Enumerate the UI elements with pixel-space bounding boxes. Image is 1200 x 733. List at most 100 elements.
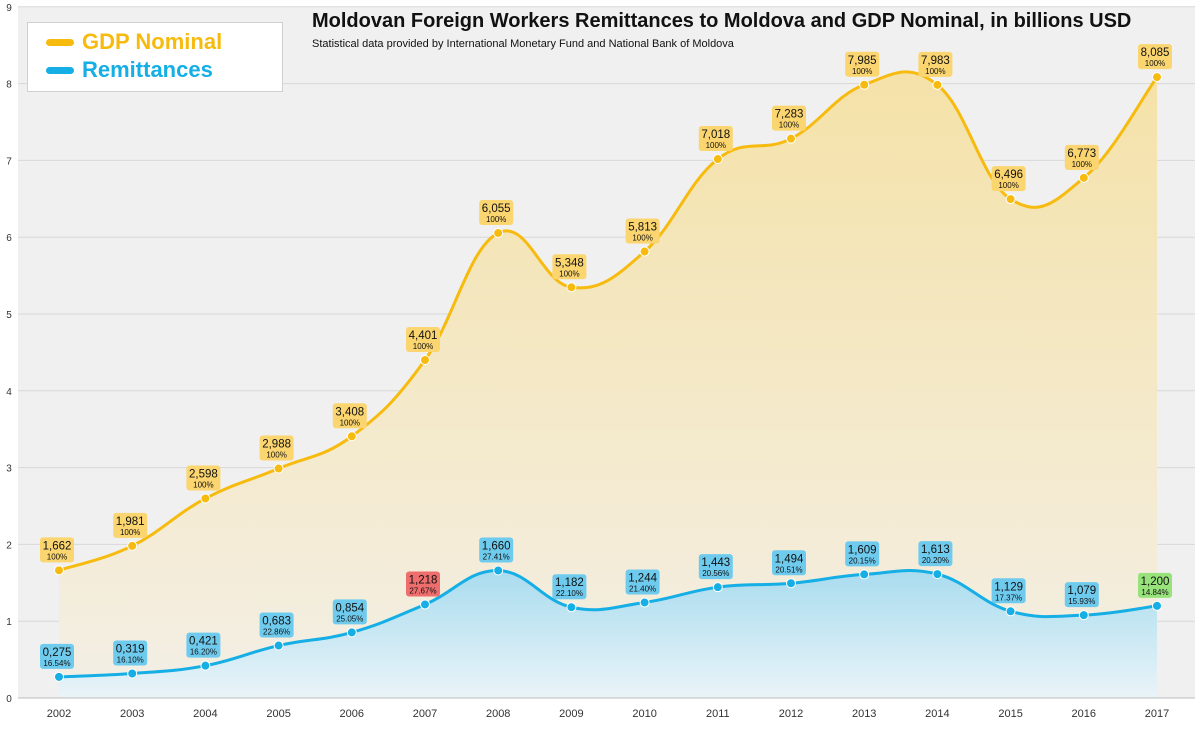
gdp-data-label-box (40, 537, 74, 563)
remittances-point (346, 627, 357, 638)
remittances-data-label-value: 0,319 (116, 644, 145, 656)
gdp-data-label-box (259, 435, 294, 461)
remittances-point (566, 602, 577, 613)
gdp-data-label-pct: 100% (706, 141, 726, 150)
remittances-point (54, 671, 64, 682)
remittances-area (59, 570, 1157, 698)
remittances-point (639, 597, 650, 608)
chart-title: Moldovan Foreign Workers Remittances to … (312, 10, 1132, 32)
legend-label-remittances: Remittances (82, 57, 213, 82)
gdp-data-label-value: 3,408 (335, 406, 364, 418)
legend-swatch-remittances (46, 66, 74, 74)
gdp-data-label-value: 5,348 (555, 257, 584, 269)
gdp-data-label-value: 7,985 (848, 55, 877, 67)
remittances-data-label-pct: 15.93% (1068, 597, 1095, 606)
remittances-point (712, 582, 723, 593)
gdp-line (58, 70, 1159, 572)
remittances-data-label-value: 1,079 (1067, 585, 1096, 597)
remittances-data-label-pct: 17.37% (995, 593, 1022, 602)
remittances-data-label-value: 0,275 (43, 647, 72, 659)
gdp-data-label-value: 6,496 (994, 169, 1023, 181)
legend-item-remittances[interactable]: Remittances (46, 57, 213, 83)
gdp-point (420, 355, 430, 366)
y-tick-label: 5 (6, 310, 12, 321)
gdp-data-label-value: 6,773 (1067, 148, 1096, 160)
legend-label-gdp: GDP Nominal (82, 29, 223, 54)
remittances-data-label-pct: 27.41% (483, 553, 510, 562)
gdp-data-label-pct: 100% (1072, 160, 1092, 169)
x-tick-label: 2007 (413, 708, 437, 720)
remittances-data-label-box (332, 599, 367, 625)
gdp-data-label-value: 2,988 (262, 439, 291, 451)
remittances-point (273, 640, 284, 651)
remittances-data-label-box (40, 643, 74, 669)
y-tick-label: 1 (6, 617, 12, 628)
x-tick-label: 2004 (193, 708, 217, 720)
remittances-data-label-box (991, 578, 1026, 604)
remittances-data-label-box (625, 569, 660, 595)
gdp-data-label-box (845, 51, 880, 77)
remittances-data-label-pct: 20.15% (849, 556, 876, 565)
remittances-data-label-pct: 20.56% (702, 569, 729, 578)
x-tick-label: 2014 (925, 708, 949, 720)
remittances-point (859, 569, 870, 580)
x-tick-label: 2015 (998, 708, 1022, 720)
remittances-data-label-value: 1,244 (628, 572, 657, 584)
remittances-data-label-box (845, 541, 880, 567)
gdp-data-label-pct: 100% (559, 269, 579, 278)
gdp-data-label-box (186, 465, 221, 491)
remittances-point (420, 599, 430, 610)
gdp-point (127, 540, 138, 551)
x-tick-label: 2013 (852, 708, 876, 720)
gdp-data-label-pct: 100% (266, 451, 286, 460)
gdp-point (1152, 72, 1162, 83)
y-tick-label: 6 (6, 233, 12, 244)
remittances-data-label-pct: 27.67% (409, 586, 436, 595)
legend-swatch-gdp (46, 38, 74, 46)
gdp-data-label-pct: 100% (1145, 59, 1165, 68)
gdp-data-label-pct: 100% (779, 121, 799, 130)
legend: GDP Nominal Remittances (27, 22, 283, 92)
gdp-data-label-pct: 100% (925, 67, 945, 76)
gdp-data-label-value: 7,283 (775, 109, 804, 121)
x-tick-label: 2006 (340, 708, 364, 720)
y-tick-label: 7 (6, 156, 12, 167)
remittances-data-label-pct: 16.54% (43, 659, 70, 668)
y-tick-label: 8 (6, 80, 12, 91)
x-tick-label: 2002 (47, 708, 71, 720)
y-tick-label: 9 (6, 3, 12, 14)
gdp-data-label-pct: 100% (852, 67, 872, 76)
y-tick-label: 0 (6, 694, 12, 705)
gdp-data-label-value: 6,055 (482, 203, 511, 215)
x-tick-label: 2012 (779, 708, 803, 720)
gdp-data-label-box (698, 126, 733, 152)
gdp-data-label-box (552, 254, 587, 280)
remittances-data-label-value: 1,660 (482, 541, 511, 553)
legend-item-gdp[interactable]: GDP Nominal (46, 29, 222, 55)
remittances-line (58, 569, 1158, 679)
gdp-data-label-value: 2,598 (189, 468, 218, 480)
remittances-point (493, 565, 504, 576)
y-tick-label: 2 (6, 540, 12, 551)
remittances-data-label-value: 1,494 (775, 553, 804, 565)
remittances-data-label-box (918, 541, 953, 567)
gdp-point (493, 227, 504, 238)
remittances-data-label-pct: 25.05% (336, 614, 363, 623)
remittances-point (1005, 606, 1016, 617)
gdp-data-label-box (625, 218, 660, 244)
remittances-point (932, 569, 943, 580)
remittances-data-label-value: 1,182 (555, 577, 584, 589)
gdp-data-label-pct: 100% (193, 480, 213, 489)
remittances-data-label-value: 1,443 (701, 557, 730, 569)
gdp-data-label-pct: 100% (340, 418, 360, 427)
remittances-point (1152, 600, 1162, 611)
remittances-point (786, 578, 796, 589)
gdp-point (786, 133, 796, 144)
gdp-data-label-box (406, 327, 440, 353)
gdp-data-label-pct: 100% (120, 528, 140, 537)
remittances-data-label-pct: 22.10% (556, 589, 583, 598)
remittances-data-label-value: 0,683 (262, 616, 291, 628)
remittances-data-label-box (186, 632, 221, 658)
remittances-data-label-pct: 20.20% (922, 556, 949, 565)
